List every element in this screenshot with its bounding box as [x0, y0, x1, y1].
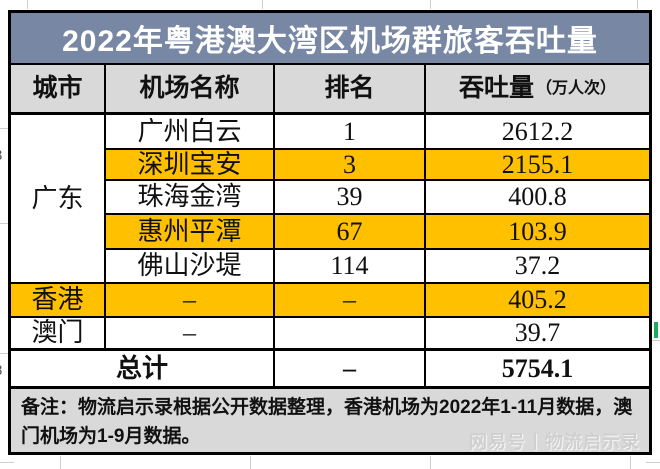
col-header-rank: 排名 [275, 65, 426, 115]
region-cell-hongkong: 香港 [11, 284, 106, 318]
watermark: 网易号丨物流启示录 [469, 432, 640, 452]
value-cell: 2155.1 [426, 150, 649, 181]
airport-cell: 佛山沙堤 [106, 250, 275, 284]
airport-cell: – [106, 284, 275, 318]
rank-cell: 39 [275, 181, 426, 215]
rank-cell: 114 [275, 250, 426, 284]
total-label-cell: 总计 [11, 351, 275, 389]
rank-cell [275, 318, 426, 351]
gridline-tick [0, 462, 14, 463]
gridline-tick [0, 353, 8, 354]
throughput-unit: （万人次） [536, 79, 617, 97]
airport-cell: 深圳宝安 [106, 150, 275, 181]
gridline-tick [262, 0, 263, 9]
clipped-row-number: 8 [0, 362, 6, 379]
gridline-tick [60, 456, 61, 469]
clipped-row-number: 3 [0, 147, 6, 164]
value-cell: 405.2 [426, 284, 649, 318]
airport-cell: 珠海金湾 [106, 181, 275, 215]
col-header-city: 城市 [11, 65, 106, 115]
rank-cell: 1 [275, 115, 426, 150]
gridline-tick [646, 462, 660, 463]
gridline-tick [637, 0, 638, 9]
excel-selection-sliver [654, 322, 658, 338]
value-cell: 400.8 [426, 181, 649, 215]
total-rank-cell: – [275, 351, 426, 389]
gridline-tick [0, 223, 8, 224]
gridline-tick [0, 128, 8, 129]
value-cell: 39.7 [426, 318, 649, 351]
region-cell-macau: 澳门 [11, 318, 106, 351]
table-title: 2022年粤港澳大湾区机场群旅客吞吐量 [11, 13, 649, 65]
region-cell-guangdong: 广东 [11, 115, 106, 284]
gridline-tick [250, 456, 251, 469]
rank-cell: 67 [275, 215, 426, 250]
airport-cell: 广州白云 [106, 115, 275, 150]
airport-cell: 惠州平潭 [106, 215, 275, 250]
value-cell: 2612.2 [426, 115, 649, 150]
throughput-label: 吞吐量 [458, 74, 534, 102]
airport-cell: – [106, 318, 275, 351]
gridline-tick [430, 456, 431, 469]
gridline-tick [27, 0, 28, 9]
gridline-tick [652, 340, 660, 341]
gridline-tick [630, 456, 631, 469]
rank-cell: – [275, 284, 426, 318]
gridline-tick [430, 0, 431, 9]
value-cell: 103.9 [426, 215, 649, 250]
value-cell: 37.2 [426, 250, 649, 284]
footnote: 备注：物流启示录根据公开数据整理，香港机场为2022年1-11月数据，澳门机场为… [11, 389, 649, 452]
col-header-throughput: 吞吐量 （万人次） [426, 65, 649, 115]
col-header-airport: 机场名称 [106, 65, 275, 115]
airport-throughput-table: 2022年粤港澳大湾区机场群旅客吞吐量 城市 机场名称 排名 吞吐量 （万人次）… [8, 10, 652, 455]
total-value-cell: 5754.1 [426, 351, 649, 389]
rank-cell: 3 [275, 150, 426, 181]
